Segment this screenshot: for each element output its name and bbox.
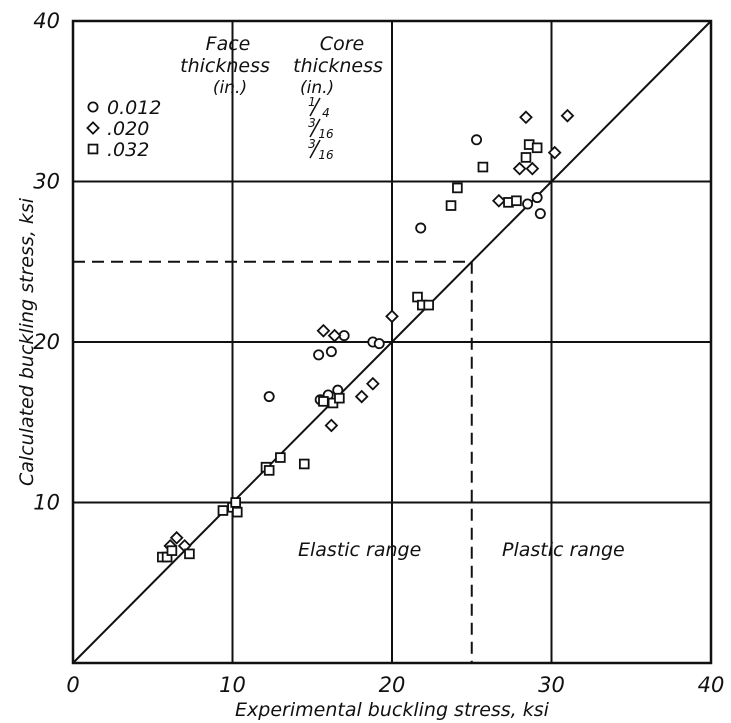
plastic-range-label: Plastic range: [502, 539, 625, 561]
x-tick-label: 20: [379, 673, 406, 697]
data-point-square: [319, 397, 328, 406]
data-point-diamond: [520, 112, 531, 123]
data-point-square: [265, 466, 274, 475]
data-point-square: [300, 460, 309, 469]
data-point-square: [185, 549, 194, 558]
legend-marker-circle: [88, 102, 97, 111]
data-point-diamond: [527, 163, 538, 174]
legend-face-value: 0.012: [107, 97, 161, 119]
data-point-square: [522, 153, 531, 162]
data-point-circle: [536, 209, 545, 218]
data-point-diamond: [318, 325, 329, 336]
data-point-circle: [265, 392, 274, 401]
data-point-diamond: [514, 163, 525, 174]
legend-core-denominator: 16: [318, 127, 334, 141]
legend-entries: 0.012 14.020 316.032 316: [87, 95, 334, 162]
x-tick-label: 10: [219, 673, 246, 697]
y-tick-label: 30: [33, 170, 60, 194]
data-point-diamond: [562, 110, 573, 121]
legend-marker-diamond: [87, 122, 98, 133]
legend-face-value: .032: [107, 139, 149, 161]
data-points: [158, 110, 573, 561]
data-point-diamond: [356, 391, 367, 402]
data-point-square: [219, 506, 228, 515]
data-point-square: [233, 508, 242, 517]
data-point-square: [424, 301, 433, 310]
legend-marker-square: [89, 145, 98, 154]
data-point-square: [276, 453, 285, 462]
data-point-circle: [327, 347, 336, 356]
legend-core-denominator: 16: [318, 148, 334, 162]
data-point-square: [167, 546, 176, 555]
data-point-circle: [314, 350, 323, 359]
y-tick-label: 10: [33, 491, 60, 515]
data-point-square: [447, 201, 456, 210]
x-tick-labels: 0 10 20 30 40: [66, 673, 724, 697]
data-point-diamond: [493, 195, 504, 206]
x-axis-title: Experimental buckling stress, ksi: [235, 699, 550, 721]
elastic-range-label: Elastic range: [298, 539, 421, 561]
x-tick-label: 0: [66, 673, 79, 697]
data-point-square: [335, 394, 344, 403]
data-point-square: [512, 196, 521, 205]
legend-core-header-3: (in.): [300, 78, 334, 98]
legend-core-denominator: 4: [322, 106, 330, 120]
data-point-square: [479, 163, 488, 172]
legend-core-header-2: thickness: [293, 55, 383, 77]
data-point-circle: [416, 223, 425, 232]
legend-face-header-1: Face: [206, 33, 251, 55]
data-point-diamond: [329, 330, 340, 341]
data-point-diamond: [367, 378, 378, 389]
y-tick-label: 40: [33, 9, 60, 33]
data-point-circle: [523, 199, 532, 208]
x-tick-label: 30: [538, 673, 565, 697]
legend-face-header-2: thickness: [180, 55, 270, 77]
data-point-square: [533, 143, 542, 152]
legend: Face thickness (in.) Core thickness (in.…: [87, 33, 383, 162]
y-axis-title: Calculated buckling stress, ksi: [16, 197, 38, 486]
data-point-square: [453, 184, 462, 193]
data-point-square: [231, 498, 240, 507]
legend-face-header-3: (in.): [213, 78, 247, 98]
data-point-circle: [472, 135, 481, 144]
legend-core-header-1: Core: [320, 33, 364, 55]
legend-face-value: .020: [107, 118, 149, 140]
data-point-diamond: [326, 420, 337, 431]
x-tick-label: 40: [698, 673, 725, 697]
data-point-circle: [533, 193, 542, 202]
data-point-diamond: [386, 311, 397, 322]
data-point-circle: [375, 339, 384, 348]
